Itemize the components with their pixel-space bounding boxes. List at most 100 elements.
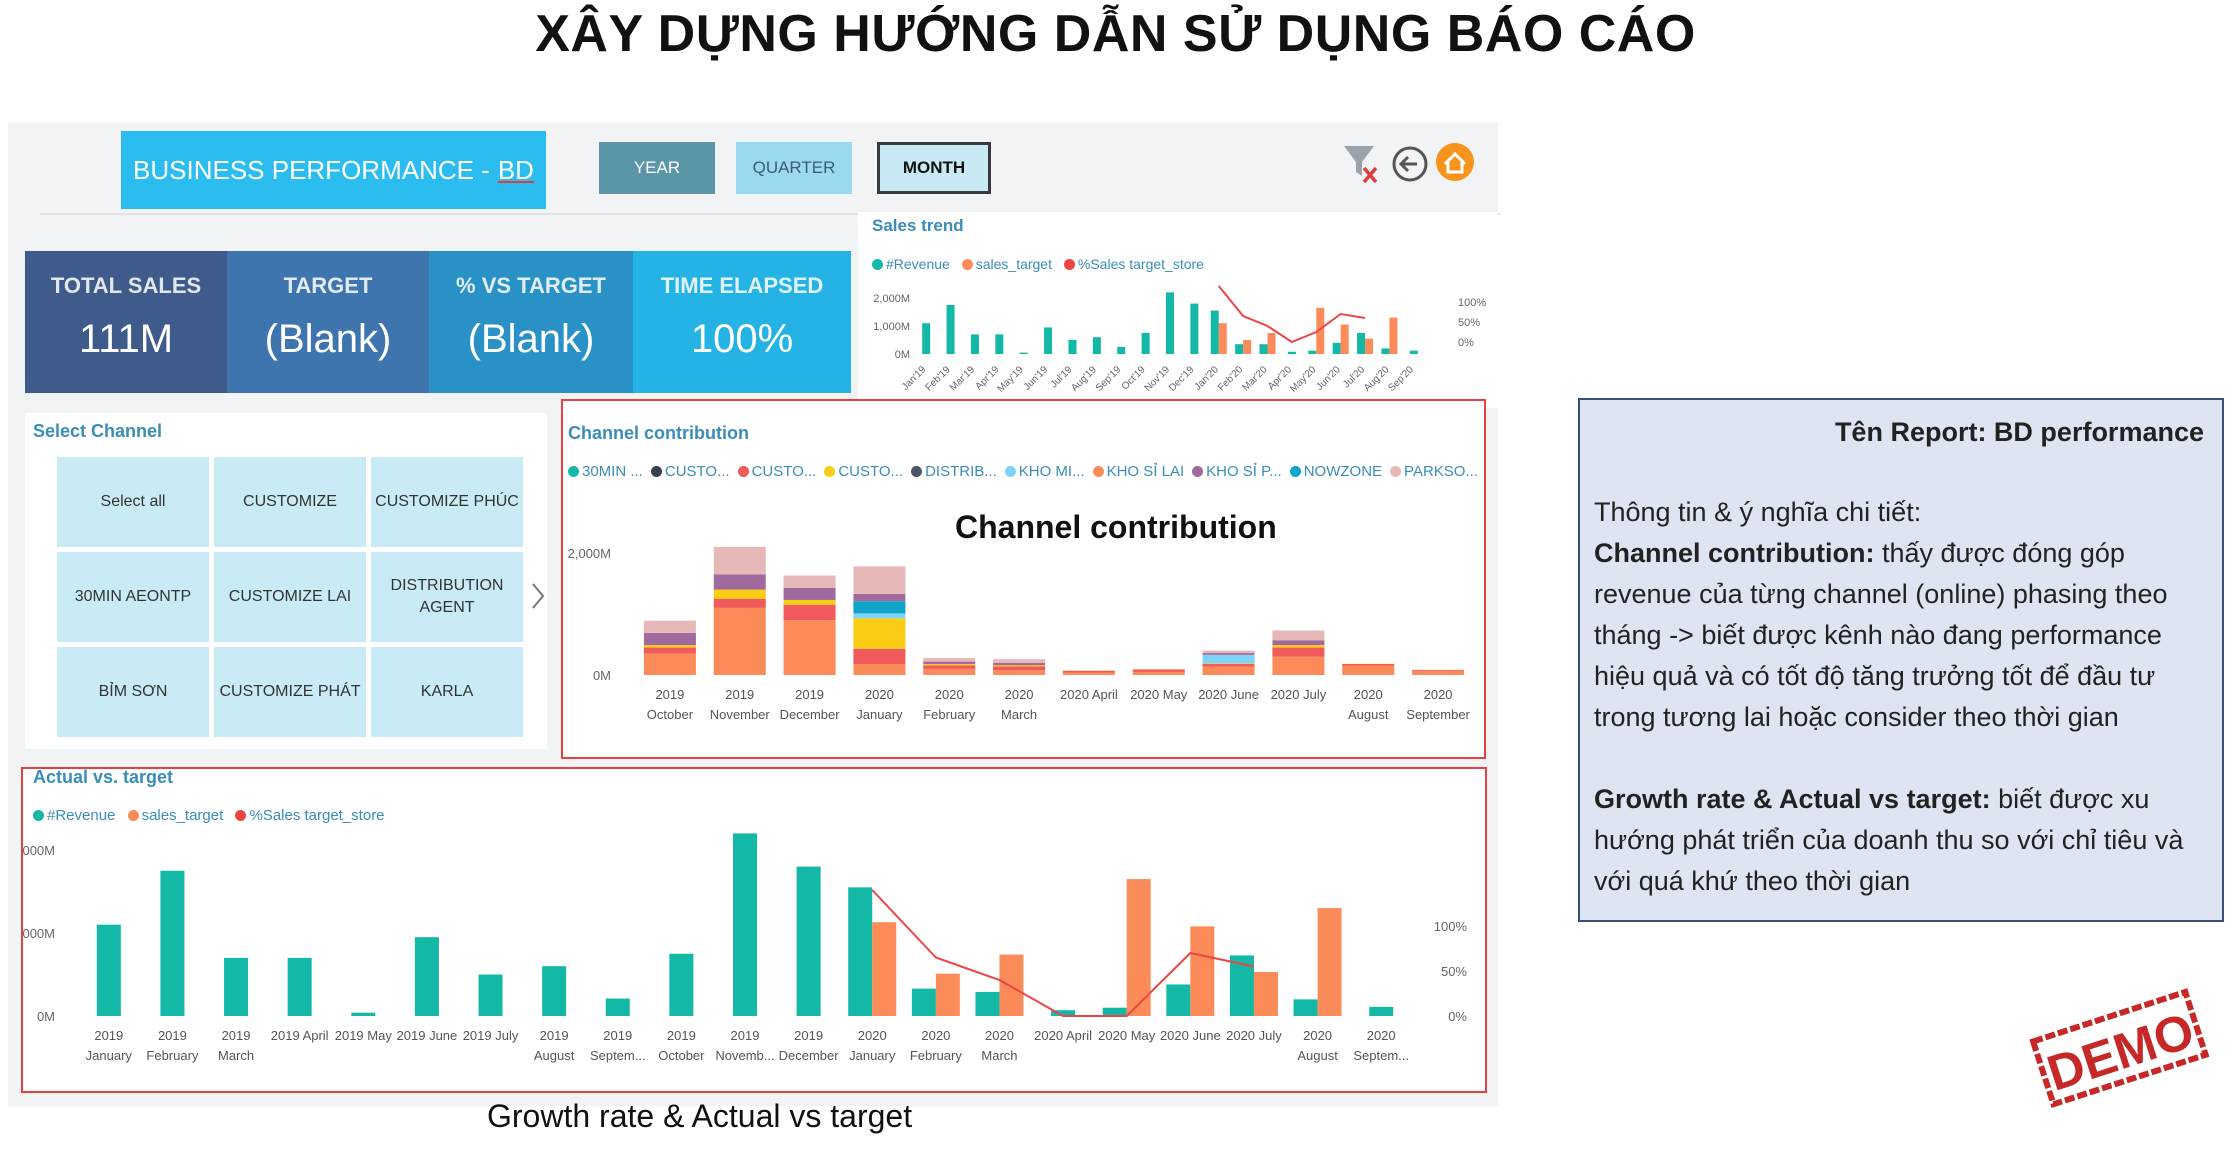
x-tick-label: 2019 August <box>534 1028 575 1063</box>
chart-caption: Growth rate & Actual vs target <box>487 1098 913 1134</box>
home-icon[interactable] <box>1436 143 1474 181</box>
channel-title: Channel contribution <box>568 423 749 443</box>
legend-label: NOWZONE <box>1303 463 1383 480</box>
legend-item: sales_target <box>127 807 223 824</box>
chevron-right-icon[interactable] <box>530 581 546 611</box>
channel-bar-segment <box>643 653 696 675</box>
target-bar <box>935 973 960 1016</box>
year-button[interactable]: YEAR <box>599 142 715 194</box>
slicer-item[interactable]: CUSTOMIZE PHÁT <box>214 647 366 737</box>
revenue-bar <box>1092 337 1101 354</box>
x-tick-label: Dec'19 <box>1167 364 1197 394</box>
channel-bar-segment <box>1272 640 1325 646</box>
notes-text: biết được xu hướng phát triển của doanh … <box>1594 784 2184 896</box>
revenue-bar <box>224 957 249 1016</box>
x-tick-label: 2020 January <box>849 1028 896 1063</box>
slicer-item[interactable]: CUSTOMIZE PHÚC <box>371 457 523 547</box>
kpi-vs-target: % VS TARGET (Blank) <box>429 251 633 393</box>
slicer-item[interactable]: Select all <box>57 457 209 547</box>
x-tick-label: 2020 August <box>1348 687 1389 722</box>
channel-bar-segment <box>783 599 836 605</box>
revenue-bar <box>1051 1010 1076 1016</box>
legend-item: 30MIN ... <box>568 463 643 480</box>
channel-bar-segment <box>1062 672 1115 675</box>
slicer-item[interactable]: 30MIN AEONTP <box>57 552 209 642</box>
channel-bar-segment <box>1062 670 1115 673</box>
revenue-bar <box>287 957 312 1016</box>
slicer-item[interactable]: CUSTOMIZE LAI <box>214 552 366 642</box>
legend-dot-icon <box>737 466 749 477</box>
kpi-time-elapsed: TIME ELAPSED 100% <box>633 251 851 393</box>
notes-paragraph: Growth rate & Actual vs target: biết đượ… <box>1594 779 2214 902</box>
channel-bar-segment <box>1202 666 1255 675</box>
channel-bar-segment <box>993 665 1046 667</box>
channel-bar-segment <box>923 657 976 662</box>
x-tick-label: 2020 March <box>1001 687 1037 722</box>
legend-dot-icon <box>235 810 247 821</box>
legend-label: DISTRIB... <box>925 463 997 480</box>
legend-item: PARKSO... <box>1390 463 1478 480</box>
revenue-bar <box>478 974 503 1016</box>
channel-bar-segment <box>853 664 906 675</box>
y-tick-label: 2,000M <box>873 293 910 305</box>
target-bar <box>1126 879 1151 1016</box>
slicer-item[interactable]: DISTRIBUTION AGENT <box>371 552 523 642</box>
channel-bar-segment <box>713 574 766 590</box>
y2-tick-label: 50% <box>1458 317 1480 329</box>
channel-slicer: Select Channel Select all CUSTOMIZE CUST… <box>25 413 547 749</box>
channel-contribution-chart[interactable]: 2,000M 0M 2019 October 2019 November 2019 Decem… <box>563 521 1484 757</box>
y2-tick-label: 100% <box>1434 919 1468 934</box>
channel-bar-segment <box>993 666 1046 671</box>
kpi-value: 111M <box>78 317 174 361</box>
revenue-bar <box>1210 310 1219 354</box>
clear-filter-icon[interactable] <box>1344 146 1378 184</box>
channel-bar-segment <box>1342 664 1395 666</box>
revenue-bar <box>911 988 936 1016</box>
revenue-bar <box>848 887 873 1016</box>
x-tick-label: 2019 December <box>780 687 841 722</box>
legend-item: #Revenue <box>872 256 950 272</box>
x-tick-label: Aug'19 <box>1069 364 1099 394</box>
target-bar <box>1253 972 1278 1016</box>
slicer-item[interactable]: BỈM SƠN <box>57 647 209 737</box>
header-divider <box>40 213 1500 215</box>
channel-bar-segment <box>1272 645 1325 648</box>
channel-bar-segment <box>1272 647 1325 657</box>
x-tick-label: 2020 September <box>1406 687 1470 722</box>
x-tick-label: Feb'19 <box>924 364 953 393</box>
month-button[interactable]: MONTH <box>877 142 991 194</box>
revenue-bar <box>946 305 955 354</box>
x-tick-label: Sep'20 <box>1386 364 1416 394</box>
page-title: XÂY DỰNG HƯỚNG DẪN SỬ DỤNG BÁO CÁO <box>535 5 1696 63</box>
actual-vs-target-card: Actual vs. target #Revenue sales_target … <box>21 767 1487 1093</box>
report-name: Tên Report: BD performance <box>1834 417 2204 447</box>
channel-bar-segment <box>853 593 906 602</box>
legend-dot-icon <box>1192 466 1204 477</box>
pct-target-line <box>1217 285 1366 344</box>
y-tick-label: 1,000M <box>23 926 55 941</box>
revenue-bar <box>414 937 439 1016</box>
channel-bar-segment <box>923 664 976 666</box>
slicer-item[interactable]: KARLA <box>371 647 523 737</box>
x-tick-label: 2020 July <box>1271 687 1327 702</box>
target-bar <box>872 922 897 1016</box>
revenue-bar <box>605 998 630 1016</box>
x-tick-label: 2020 March <box>981 1028 1017 1063</box>
x-tick-label: 2019 February <box>146 1028 199 1063</box>
target-bar <box>999 954 1024 1016</box>
channel-bar-segment <box>783 620 836 675</box>
report-title: BUSINESS PERFORMANCE - BD <box>121 131 546 209</box>
target-bar <box>1243 340 1252 354</box>
kpi-value: (Blank) <box>467 317 595 361</box>
quarter-button[interactable]: QUARTER <box>736 142 852 194</box>
sales-trend-chart[interactable]: 2,000M 1,000M 0M 100% 50% 0% Jan'19Feb'19Mar'1… <box>858 282 1498 408</box>
legend-dot-icon <box>1092 466 1104 477</box>
slicer-item[interactable]: CUSTOMIZE <box>214 457 366 547</box>
back-arrow-icon[interactable] <box>1392 146 1428 182</box>
x-tick-label: 2020 June <box>1160 1028 1221 1043</box>
y2-tick-label: 100% <box>1458 297 1486 309</box>
channel-bar-segment <box>713 607 766 675</box>
revenue-bar <box>1381 348 1390 354</box>
x-tick-label: May'20 <box>1288 364 1319 395</box>
